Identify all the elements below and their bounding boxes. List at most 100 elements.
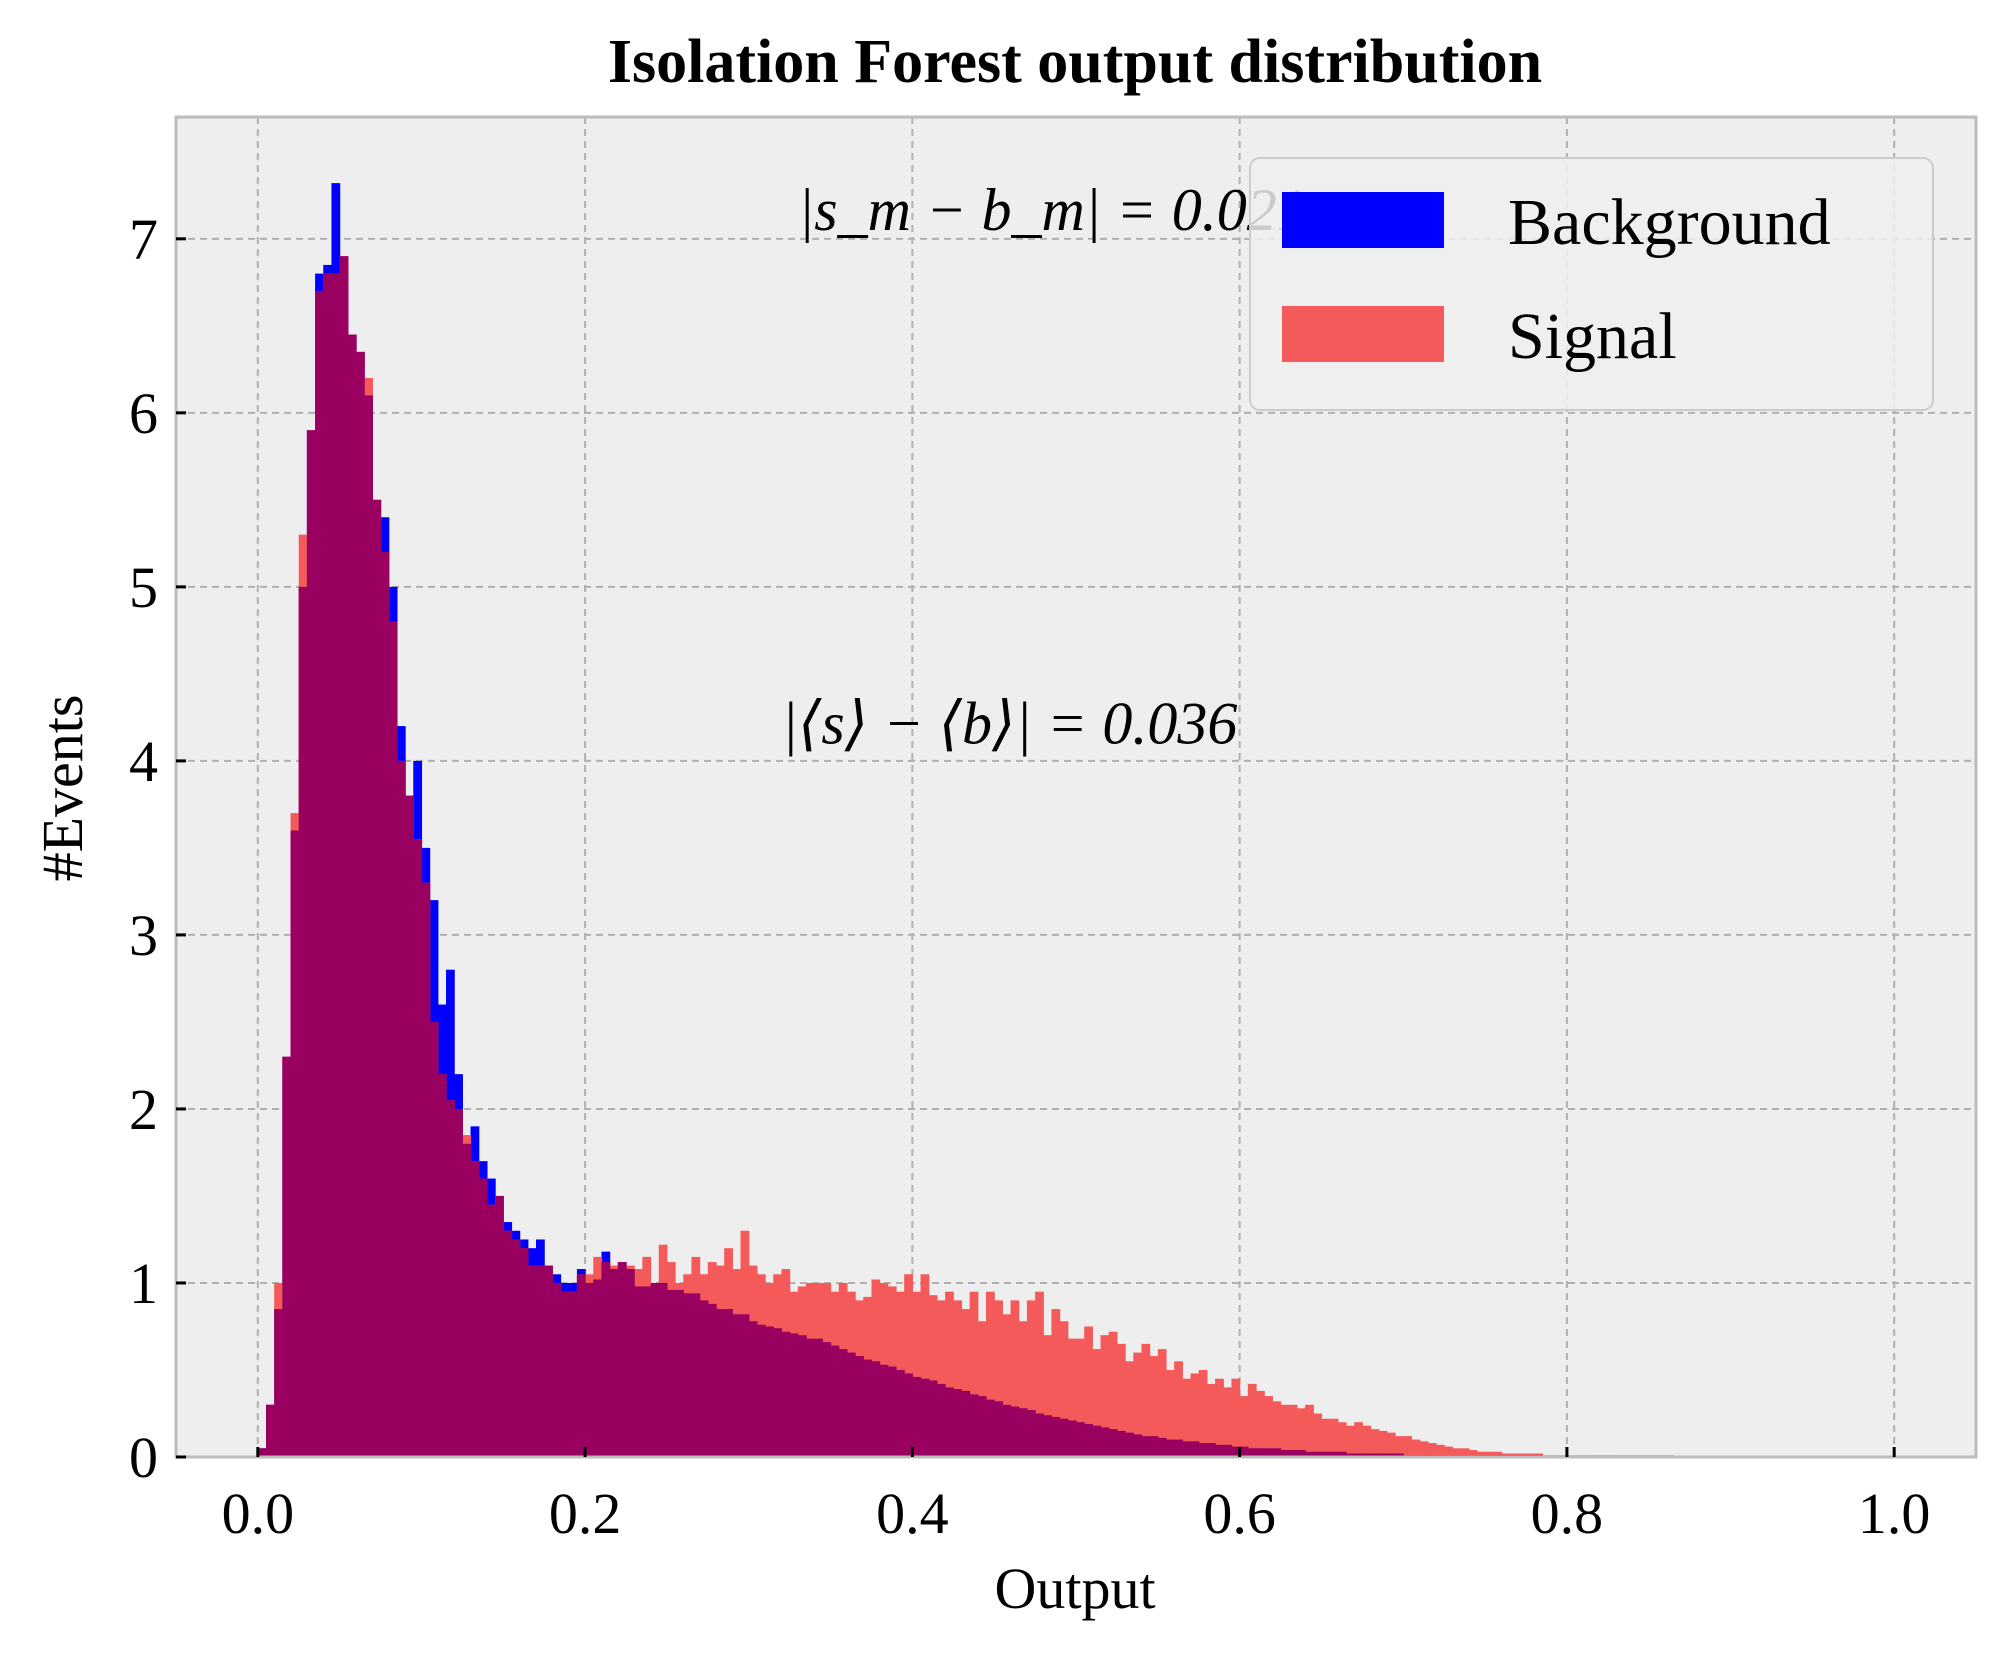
signal-bar [1362,1425,1372,1457]
overlap-bar [699,1300,709,1457]
overlap-bar [1378,1453,1388,1457]
overlap-bar [1354,1453,1363,1457]
overlap-bar [634,1286,643,1457]
overlap-bar [1313,1451,1323,1457]
overlap-bar [1247,1448,1257,1457]
overlap-bar [1002,1404,1012,1457]
x-axis-ticks: 0.0 0.2 0.4 0.6 0.8 1.0 [222,1447,1931,1546]
signal-bar [1485,1451,1494,1457]
overlap-bar [609,1269,619,1457]
overlap-bar [1190,1441,1200,1457]
overlap-bar [969,1394,979,1457]
overlap-bar [257,1448,267,1457]
overlap-bar [1264,1448,1273,1457]
overlap-bar [1370,1453,1380,1457]
overlap-bar [315,291,324,1457]
overlap-bar [421,882,431,1457]
overlap-bar [781,1331,791,1457]
overlap-bar [560,1291,570,1457]
overlap-bar [994,1401,1003,1457]
overlap-bar [871,1361,881,1457]
overlap-bar [1362,1453,1372,1457]
signal-bar [986,1291,995,1457]
overlap-bar [1321,1451,1331,1457]
signal-bar [1256,1390,1265,1457]
legend-label-background: Background [1508,186,1831,259]
overlap-bar [691,1293,701,1457]
overlap-bar [920,1378,930,1457]
overlap-bar [1092,1425,1102,1457]
overlap-bar [838,1349,848,1457]
overlap-bar [1141,1436,1151,1457]
y-tick-label: 0 [129,1425,158,1490]
signal-bar [994,1300,1003,1457]
y-tick-label: 6 [129,381,158,446]
overlap-bars [257,256,1879,1458]
signal-bar [1305,1404,1314,1457]
overlap-bar [1329,1451,1339,1457]
signal-bar [1157,1349,1167,1457]
overlap-bar [806,1338,815,1457]
overlap-bar [904,1373,913,1457]
signal-bar [1427,1443,1437,1457]
overlap-bar [1076,1422,1085,1457]
signal-bar [912,1291,922,1457]
x-axis-label: Output [994,1556,1155,1621]
signal-bar [1403,1436,1413,1457]
overlap-bar [797,1335,807,1457]
overlap-bar [1288,1450,1298,1457]
overlap-bar [1346,1453,1355,1457]
overlap-bar [1084,1423,1093,1457]
signal-bar [936,1300,946,1457]
overlap-bar [1149,1436,1159,1457]
x-tick-label: 0.6 [1203,1481,1276,1546]
signal-bar [1010,1300,1020,1457]
signal-bar [1247,1383,1257,1457]
overlap-bar [1157,1437,1167,1457]
overlap-bar [290,830,300,1457]
signal-bar [977,1321,987,1457]
overlap-bar [1206,1443,1216,1457]
overlap-bar [855,1356,864,1457]
signal-bar [1370,1429,1380,1457]
overlap-bar [936,1383,946,1457]
y-tick-label: 5 [129,555,158,620]
signal-bar [1018,1321,1028,1457]
signal-bar [1125,1361,1134,1457]
overlap-bar [364,395,373,1458]
overlap-bar [1026,1410,1036,1457]
signal-bar [945,1291,954,1457]
overlap-bar [724,1309,733,1457]
signal-bar [1329,1418,1339,1457]
overlap-bar [666,1289,676,1457]
overlap-bar [732,1314,742,1457]
overlap-bar [912,1376,922,1457]
overlap-bar [1182,1441,1192,1457]
overlap-bar [683,1293,693,1457]
signal-bar [1493,1451,1503,1457]
overlap-bar [1272,1448,1282,1457]
overlap-bar [576,1274,586,1457]
signal-bar [1296,1408,1306,1457]
overlap-bar [323,273,333,1457]
x-tick-label: 1.0 [1858,1481,1931,1546]
overlap-bar [1223,1444,1233,1457]
signal-bar [1288,1404,1298,1457]
signal-bar [1051,1309,1061,1457]
overlap-bar [519,1248,529,1457]
overlap-bar [1018,1408,1028,1457]
legend-swatch-background [1282,192,1444,248]
overlap-bar [1059,1418,1069,1457]
signal-bar [1321,1418,1331,1457]
legend: Background Signal [1249,157,1934,411]
overlap-bar [552,1282,562,1457]
signal-bar [1043,1335,1053,1457]
overlap-bar [986,1399,995,1457]
overlap-bar [887,1366,897,1457]
signal-bar [1076,1338,1085,1457]
signal-bar [1231,1378,1241,1457]
overlap-bar [356,351,365,1457]
overlap-bar [830,1345,840,1457]
overlap-bar [413,839,423,1457]
